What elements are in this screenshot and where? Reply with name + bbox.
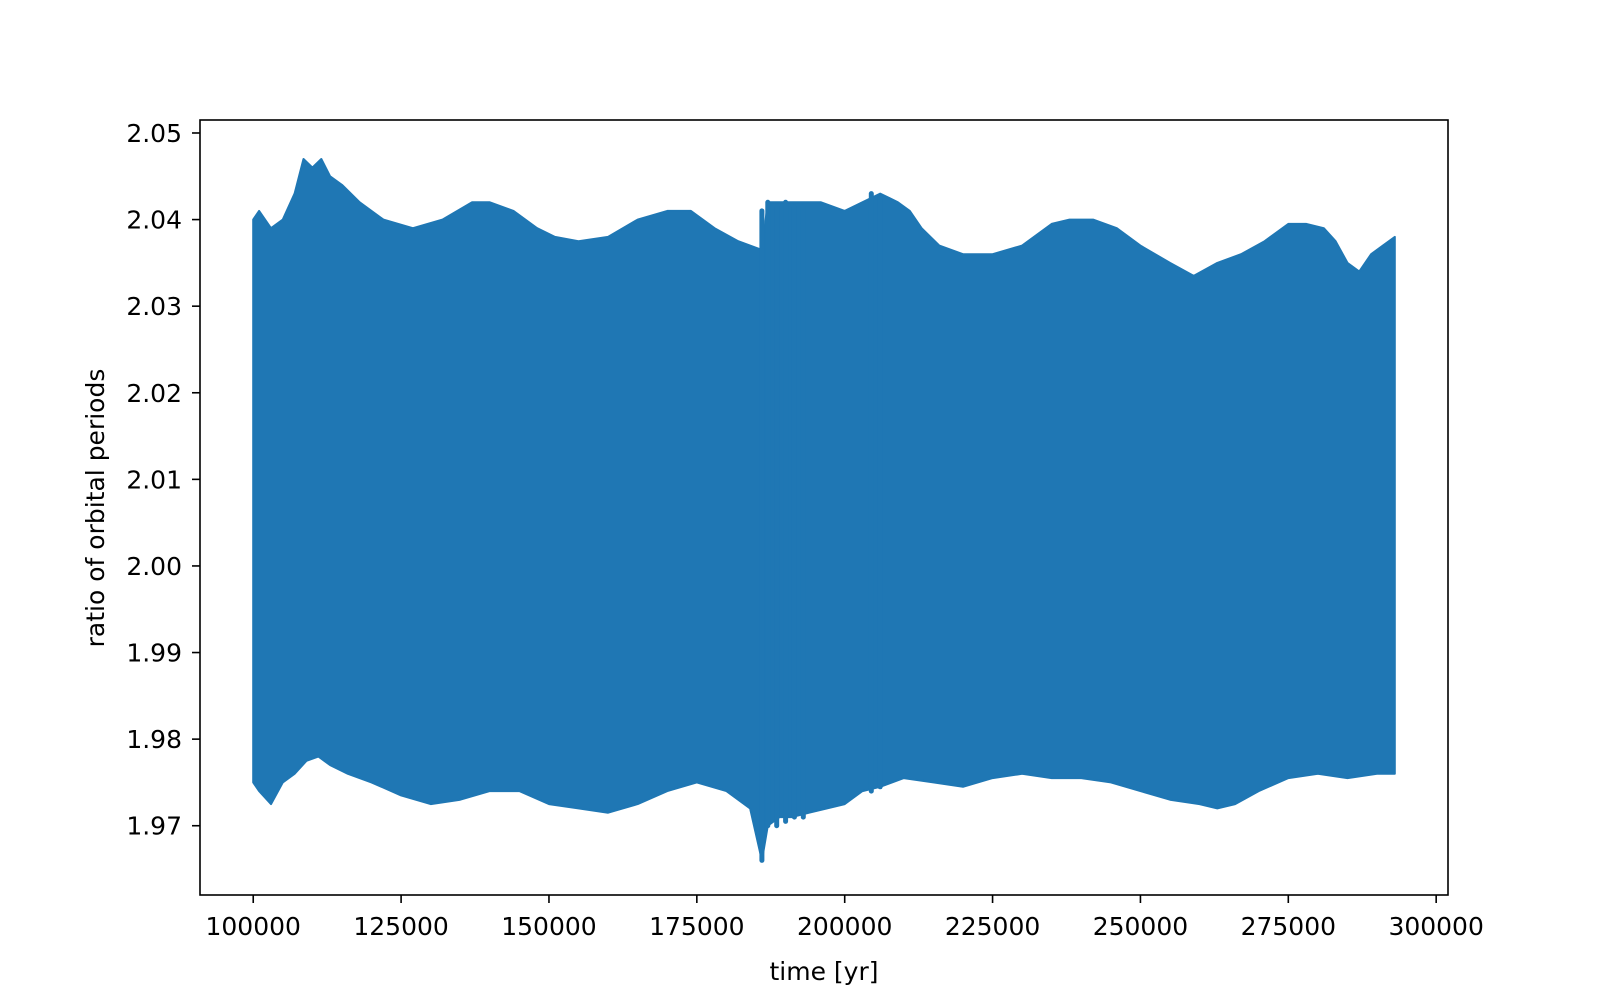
x-tick-label: 225000 (945, 912, 1040, 941)
x-tick-label: 275000 (1241, 912, 1336, 941)
y-tick-label: 2.00 (126, 552, 182, 581)
x-tick-label: 150000 (501, 912, 596, 941)
x-tick-label: 175000 (649, 912, 744, 941)
x-axis: 100000 125000 150000 175000 200000 225000 2500… (206, 895, 1484, 941)
x-tick-label: 200000 (797, 912, 892, 941)
y-axis: 1.97 1.98 1.99 2.00 2.01 2.02 2.03 2.04 2.05 (126, 119, 200, 841)
series-layer (252, 158, 1396, 863)
x-tick-label: 125000 (353, 912, 448, 941)
y-tick-label: 2.04 (126, 206, 182, 235)
y-tick-label: 2.02 (126, 379, 182, 408)
y-tick-label: 2.05 (126, 119, 182, 148)
x-tick-label: 250000 (1093, 912, 1188, 941)
y-tick-label: 1.99 (126, 639, 182, 668)
axes-frame (199, 119, 1449, 896)
y-tick-label: 2.01 (126, 465, 182, 494)
x-axis-label: time [yr] (769, 957, 878, 986)
x-tick-label: 100000 (206, 912, 301, 941)
series-band (252, 158, 1396, 862)
y-axis-label: ratio of orbital periods (81, 369, 110, 648)
y-tick-label: 1.97 (126, 812, 182, 841)
x-tick-label: 300000 (1388, 912, 1483, 941)
y-tick-label: 1.98 (126, 725, 182, 754)
plot-area (199, 119, 1449, 896)
y-tick-label: 2.03 (126, 292, 182, 321)
